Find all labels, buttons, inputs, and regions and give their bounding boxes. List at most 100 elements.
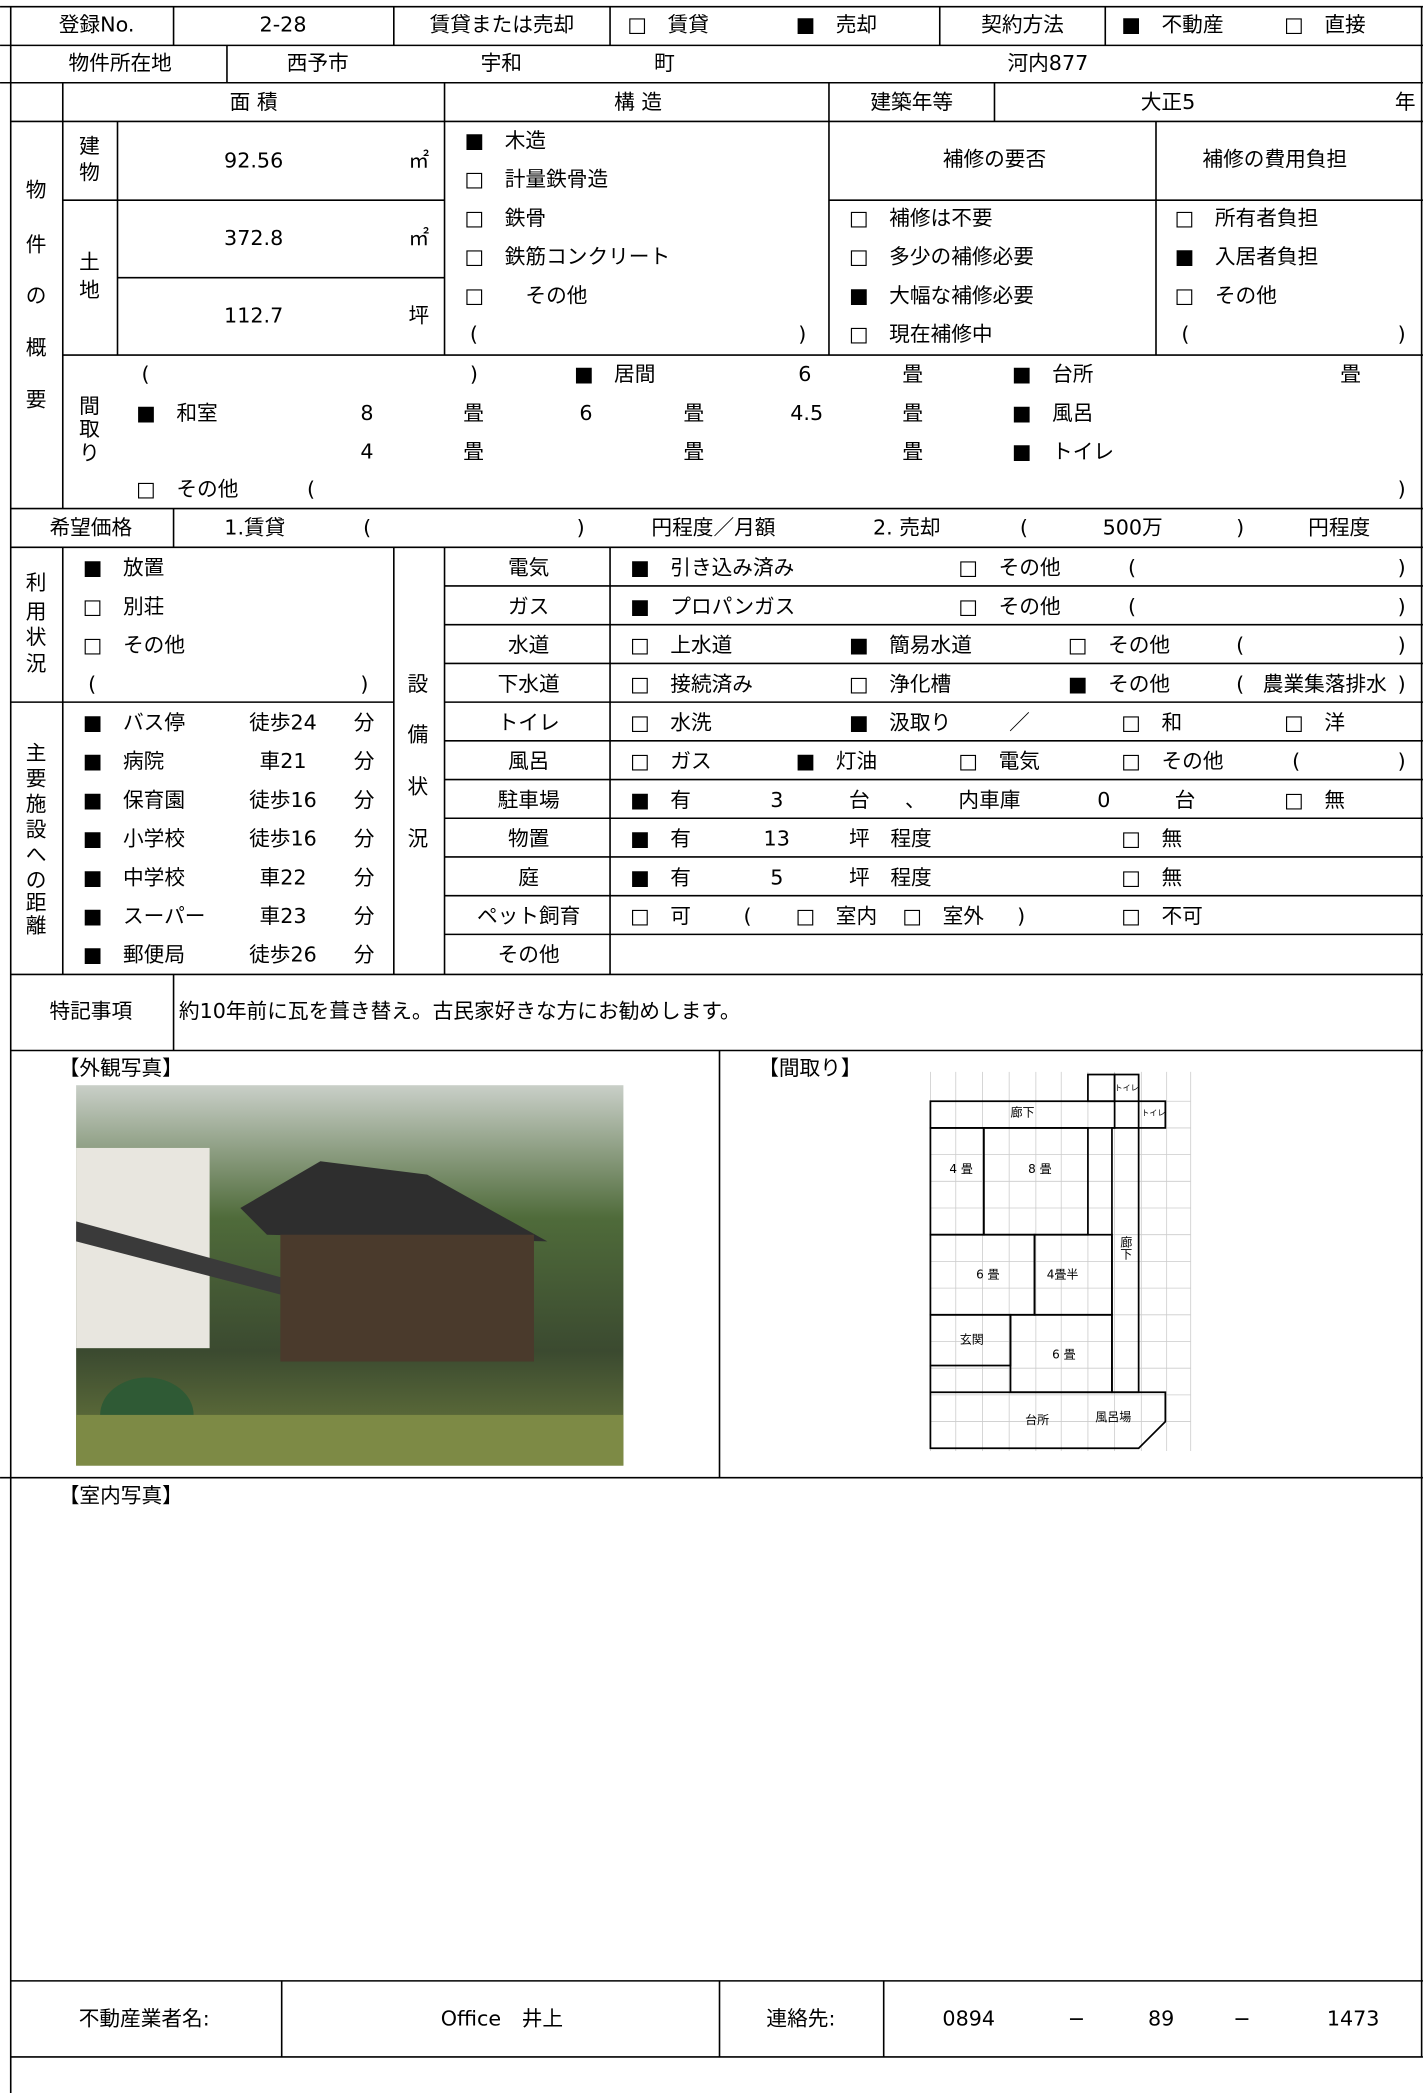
equipment-text: ( (1128, 556, 1136, 580)
overview-text: □ その他 (1175, 283, 1277, 307)
facilities-text: 施 (26, 792, 47, 816)
facilities-text: 徒歩26 (249, 943, 317, 967)
overview-text: 畳 (902, 401, 923, 425)
equipment-text: ) (1398, 594, 1406, 618)
floorplan-diagram (929, 1071, 1192, 1451)
equipment-text: 風呂 (508, 749, 549, 773)
equipment-text: □ 室内 (796, 904, 878, 928)
equipment-text: 水道 (508, 633, 549, 657)
equipment-text: ) (1398, 749, 1406, 773)
overview-text: 補修の要否 (943, 147, 1046, 171)
overview-text: □ 計量鉄骨造 (465, 167, 609, 191)
equipment-text: 農業集落排水 (1263, 672, 1387, 696)
equipment-text: ( (1236, 672, 1244, 696)
facilities-text: 車22 (260, 865, 307, 889)
equipment-text: トイレ (498, 710, 560, 734)
footer-text: − (1068, 2007, 1085, 2031)
floorplan-label: 玄関 (960, 1333, 984, 1347)
facilities-text: 分 (354, 710, 375, 734)
equipment-text: □ 不可 (1121, 904, 1203, 928)
usage-text: 況 (26, 652, 47, 676)
equipment-text: ) (1398, 633, 1406, 657)
equipment-text: □ 可 (630, 904, 691, 928)
overview-text: 畳 (683, 401, 704, 425)
floorplan-label: 風呂場 (1095, 1410, 1131, 1424)
overview-text: ■ 入居者負担 (1175, 245, 1319, 269)
photos-text: 【間取り】 (758, 1056, 861, 1080)
overview-text: 地 (79, 278, 100, 302)
equipment-text: ガス (508, 594, 549, 618)
equipment-text: □ その他 (958, 594, 1060, 618)
overview-text: 取 (79, 417, 100, 441)
equipment-text: 設 (408, 672, 429, 696)
price-text: ) (577, 516, 585, 540)
equipment-text: 駐車場 (498, 788, 560, 812)
floorplan-label: 6 畳 (976, 1267, 999, 1281)
equipment-text: □ ガス (630, 749, 712, 773)
overview-text: 畳 (902, 440, 923, 464)
price-text: ( (363, 516, 371, 540)
overview-text: ㎡ (408, 226, 429, 250)
equipment-text: □ 無 (1121, 827, 1182, 851)
equipment-text: 坪 程度 (849, 865, 932, 889)
equipment-text: 、 (905, 788, 926, 812)
facilities-text: 分 (354, 749, 375, 773)
header-text: 契約方法 (981, 12, 1064, 36)
overview-text: ( (307, 477, 315, 501)
usage-text: ) (360, 672, 368, 696)
overview-text: の (26, 283, 47, 307)
overview-text: □ 多少の補修必要 (849, 245, 1034, 269)
facilities-text: ■ 小学校 (83, 827, 186, 851)
overview-text: 畳 (902, 362, 923, 386)
facilities-text: の (26, 868, 47, 892)
footer-text: 89 (1148, 2007, 1174, 2031)
facilities-text: 設 (26, 817, 47, 841)
equipment-text: 0 (1097, 788, 1110, 812)
facilities-text: 要 (26, 767, 47, 791)
floorplan-label: 4 畳 (949, 1162, 972, 1176)
footer-text: 連絡先: (766, 2007, 835, 2031)
equipment-text: ■ 汲取り (849, 710, 951, 734)
equipment-text: □ 無 (1284, 788, 1345, 812)
overview-text: ■ 大幅な補修必要 (849, 283, 1034, 307)
equipment-text: 5 (770, 865, 783, 889)
facilities-text: へ (26, 843, 47, 867)
overview-text: 面 積 (230, 90, 278, 114)
facilities-text: ■ スーパー (83, 904, 206, 928)
price-text: 円程度 (1308, 516, 1370, 540)
floorplan-label: 台所 (1025, 1412, 1049, 1427)
overview-text: 92.56 (224, 149, 283, 173)
facilities-text: 分 (354, 827, 375, 851)
facilities-text: 分 (354, 904, 375, 928)
facilities-text: ■ 病院 (83, 749, 165, 773)
overview-text: □ 鉄筋コンクリート (465, 245, 671, 269)
overview-text: 物 (79, 161, 100, 185)
usage-text: ■ 放置 (83, 556, 165, 580)
overview-text: □ その他 (465, 283, 588, 307)
equipment-text: 内車庫 (958, 788, 1020, 812)
equipment-text: □ 室外 (902, 904, 984, 928)
overview-text: 4 (360, 440, 373, 464)
equipment-text: 3 (770, 788, 783, 812)
overview-text: ( (142, 362, 150, 386)
overview-text: 4.5 (790, 401, 823, 425)
usage-text: ( (88, 672, 96, 696)
equipment-text: 庭 (518, 865, 539, 889)
facilities-text: ■ バス停 (83, 710, 185, 734)
price-text: 2. 売却 (873, 516, 941, 540)
overview-text: 建 (79, 134, 100, 158)
overview-text: 6 (798, 362, 811, 386)
overview-text: ( (1181, 322, 1189, 346)
equipment-text: □ 上水道 (630, 633, 732, 657)
overview-text: 件 (26, 233, 47, 257)
location-text: 宇和 (481, 51, 522, 75)
overview-text: □ 所有者負担 (1175, 206, 1319, 230)
footer-text: Office 井上 (441, 2007, 563, 2031)
overview-text: 6 (579, 401, 592, 425)
facilities-text: ■ 保育園 (83, 788, 185, 812)
overview-text: 112.7 (224, 303, 283, 327)
equipment-text: □ 洋 (1284, 710, 1345, 734)
overview-text: □ その他 (136, 477, 238, 501)
equipment-text: □ 電気 (958, 749, 1040, 773)
